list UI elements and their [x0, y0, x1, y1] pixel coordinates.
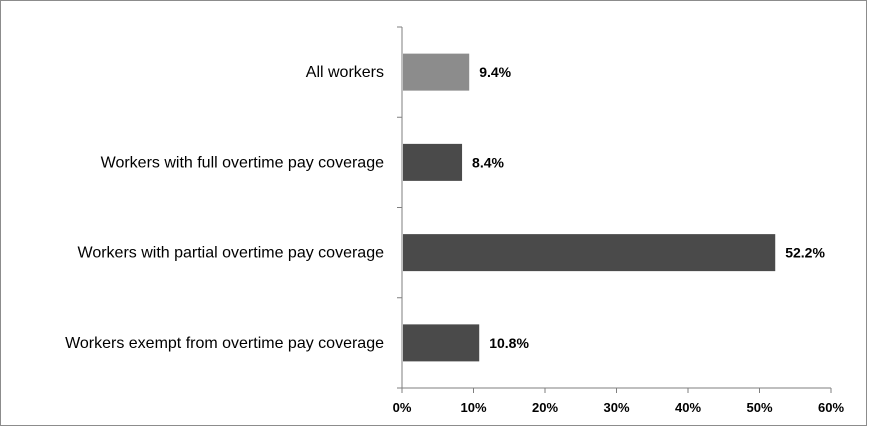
x-tick-label: 40% — [675, 400, 701, 415]
x-tick-label: 20% — [532, 400, 558, 415]
axes — [397, 26, 832, 393]
data-label: 9.4% — [479, 64, 511, 80]
bar-workers-exempt-from-overtime-pay-coverage — [403, 324, 480, 362]
category-label: Workers with partial overtime pay covera… — [78, 245, 385, 262]
data-label: 52.2% — [785, 245, 825, 261]
x-tick-label: 30% — [603, 400, 629, 415]
bars-layer — [403, 53, 776, 362]
category-label: All workers — [306, 64, 384, 81]
labels-layer: All workers 9.4% Workers with full overtim… — [65, 64, 844, 415]
bar-workers-with-full-overtime-pay-coverage — [403, 143, 463, 181]
data-label: 8.4% — [472, 154, 504, 170]
data-label: 10.8% — [489, 335, 529, 351]
x-tick-label: 0% — [393, 400, 412, 415]
category-label: Workers exempt from overtime pay coverag… — [65, 335, 384, 352]
x-tick-label: 50% — [746, 400, 772, 415]
x-tick-label: 10% — [460, 400, 486, 415]
bar-workers-with-partial-overtime-pay-coverage — [403, 234, 776, 272]
category-label: Workers with full overtime pay coverage — [101, 154, 384, 171]
bar-all-workers — [403, 53, 470, 91]
x-tick-label: 60% — [818, 400, 844, 415]
